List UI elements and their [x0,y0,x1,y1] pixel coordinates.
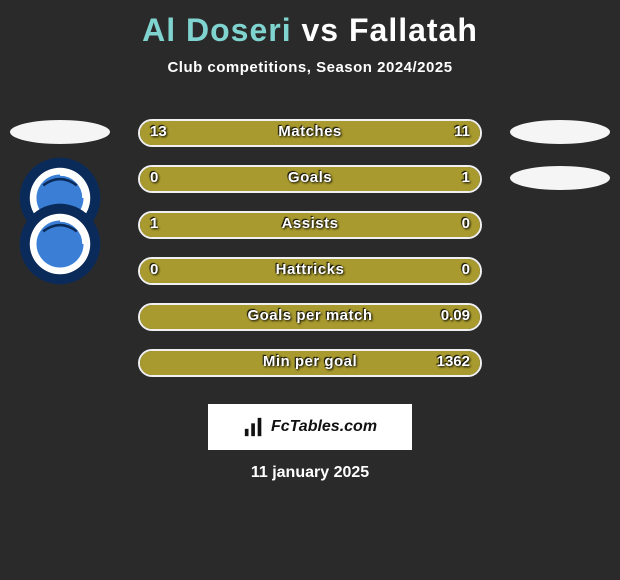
stat-label: Goals per match [140,307,480,324]
stat-row: Hattricks0 0 [0,252,620,298]
player2-name: Fallatah [349,12,478,48]
stat-label: Goals [140,169,480,186]
date-text: 11 january 2025 [0,464,620,482]
player1-name: Al Doseri [142,12,291,48]
stat-label: Min per goal [140,353,480,370]
stat-label: Matches [140,123,480,140]
stat-bar: Goals0 1 [138,165,482,193]
stat-bar: Matches13 11 [138,119,482,147]
stat-row: Assists1 0 [0,206,620,252]
stat-bar: Min per goal1362 [138,349,482,377]
comparison-title: Al Doseri vs Fallatah [0,0,620,49]
stat-bar: Assists1 0 [138,211,482,239]
player2-marker [510,120,610,144]
stat-value-right: 1 [462,169,470,186]
brand-badge[interactable]: FcTables.com [208,404,412,450]
stat-row: Matches13 11 [0,114,620,160]
stat-value-right: 11 [454,123,470,140]
stat-bar: Goals per match0.09 [138,303,482,331]
stat-row: Min per goal1362 [0,344,620,390]
stat-bar: Hattricks0 0 [138,257,482,285]
stat-row: Goals per match0.09 [0,298,620,344]
stat-value-right: 0 [462,261,470,278]
stat-value-left: 1 [150,215,158,232]
stat-value-left: 0 [150,261,158,278]
stat-value-right: 0 [462,215,470,232]
stat-row: Goals0 1 [0,160,620,206]
stat-value-left: 0 [150,169,158,186]
brand-text: FcTables.com [271,418,377,436]
player1-marker [10,120,110,144]
stat-label: Hattricks [140,261,480,278]
stats-container: Matches1311 Goals01 Assists10Hattricks00… [0,114,620,390]
chart-icon [243,416,265,438]
vs-text: vs [301,12,339,48]
stat-label: Assists [140,215,480,232]
subtitle: Club competitions, Season 2024/2025 [0,59,620,76]
player2-marker [510,166,610,190]
stat-value-left: 13 [150,123,167,140]
stat-value-right: 0.09 [441,307,470,324]
stat-value-right: 1362 [437,353,470,370]
